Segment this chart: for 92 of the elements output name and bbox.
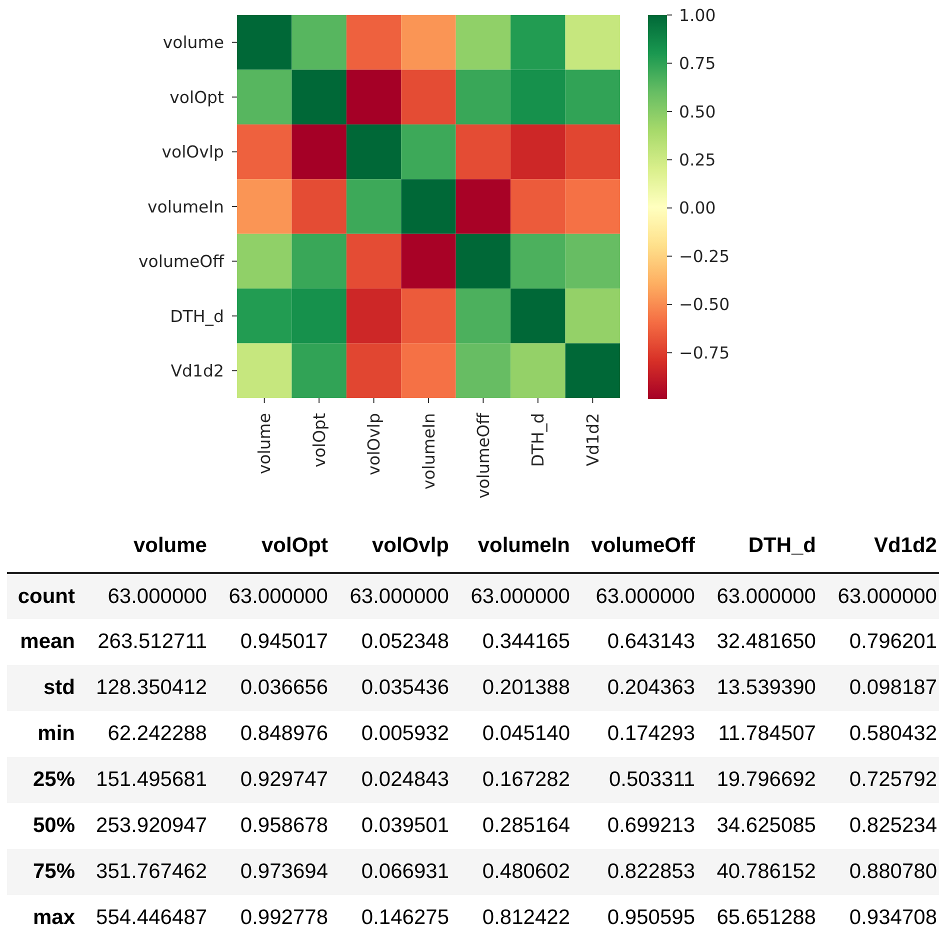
text: 0.039501 <box>361 814 449 837</box>
category-label: min <box>38 722 75 745</box>
text: 19.796692 <box>716 768 816 791</box>
text: 151.495681 <box>96 768 207 791</box>
text: 0.958678 <box>240 814 328 837</box>
category-label: volumeOff <box>572 520 697 573</box>
category-label: max <box>32 906 75 929</box>
y-tick-label: volumeIn <box>148 197 224 216</box>
y-tick-label: Vd1d2 <box>170 362 224 380</box>
text: 0.880780 <box>849 860 937 883</box>
color-bar-label: −0.50 <box>679 295 730 314</box>
text: 253.920947 <box>96 814 207 837</box>
y-tick-label: volume <box>162 33 224 52</box>
text: 63.000000 <box>108 584 207 608</box>
y-tick-label: volOpt <box>170 88 225 107</box>
text: 40.786152 <box>716 860 816 883</box>
text: 0.201388 <box>482 676 570 699</box>
x-tick-label: volOpt <box>310 412 329 468</box>
text: 128.350412 <box>96 676 207 699</box>
text: 0.580432 <box>849 722 937 745</box>
text: 263.512711 <box>98 630 207 653</box>
text: 0.796201 <box>849 630 937 653</box>
text: 0.725792 <box>849 768 937 791</box>
text: 63.000000 <box>596 584 695 608</box>
x-tick-label: DTH_d <box>528 413 548 467</box>
x-tick-label: volOvlp <box>364 413 384 476</box>
text: 0.174293 <box>607 722 695 745</box>
category-label: volOvlp <box>330 520 451 573</box>
text: 0.503311 <box>608 768 695 791</box>
category-label: volumeIn <box>451 520 572 573</box>
text: 0.822853 <box>607 860 695 883</box>
text: 11.784507 <box>718 722 816 745</box>
text: 0.934708 <box>849 906 937 929</box>
text: 0.848976 <box>240 722 328 745</box>
color-bar-label: 0.25 <box>679 150 716 170</box>
y-tick-label: volumeOff <box>138 252 225 272</box>
category-label: DTH_d <box>697 520 818 573</box>
text: 34.625085 <box>716 814 816 837</box>
text: 0.643143 <box>607 630 695 653</box>
category-label: Vd1d2 <box>818 520 939 573</box>
text: 0.204363 <box>607 676 695 699</box>
y-tick-label: volOvlp <box>162 142 224 162</box>
color-bar-label: 0.50 <box>679 102 716 122</box>
text: 0.945017 <box>240 630 328 653</box>
text: 0.950595 <box>607 906 695 929</box>
text: 0.699213 <box>607 814 695 837</box>
text: 62.242288 <box>108 722 207 745</box>
text: 0.052348 <box>361 630 449 653</box>
text: 63.000000 <box>838 584 937 608</box>
text: 65.651288 <box>716 906 816 929</box>
text: 0.036656 <box>240 676 328 699</box>
text: 63.000000 <box>716 584 816 608</box>
color-bar-label: −0.75 <box>679 343 730 362</box>
x-tick-label: volumeIn <box>419 413 438 490</box>
category-label: volOpt <box>209 520 330 573</box>
text: 0.098187 <box>849 676 937 699</box>
text: 0.066931 <box>361 860 449 883</box>
text: 63.000000 <box>350 584 449 608</box>
text: 0.146275 <box>361 906 449 929</box>
text: 0.005932 <box>361 722 449 745</box>
x-tick-label: volumeOff <box>474 412 493 498</box>
text: 0.024843 <box>361 768 449 791</box>
text: 13.539390 <box>716 676 816 699</box>
text: 0.045140 <box>482 722 570 745</box>
text: 32.481650 <box>716 630 816 653</box>
category-label: 25% <box>32 768 75 791</box>
color-bar-label: 0.75 <box>679 54 716 74</box>
text: 351.767462 <box>96 860 207 883</box>
color-bar-label: −0.25 <box>679 246 730 266</box>
category-label: mean <box>20 630 75 653</box>
text: 0.285164 <box>482 814 570 837</box>
color-bar-label: 0.00 <box>679 198 716 218</box>
text: 554.446487 <box>96 906 207 929</box>
text: 0.035436 <box>361 676 449 699</box>
x-tick-label: volume <box>255 413 274 474</box>
category-label: std <box>44 676 75 699</box>
color-bar-label: 1.00 <box>679 6 716 25</box>
y-tick-label: DTH_d <box>170 306 224 326</box>
text: 63.000000 <box>228 584 328 608</box>
text: 0.929747 <box>240 768 328 791</box>
text: 0.480602 <box>482 860 570 883</box>
text: 0.825234 <box>849 814 937 837</box>
category-label: 75% <box>32 860 75 883</box>
text: 0.812422 <box>482 906 570 929</box>
category-label: count <box>18 584 75 608</box>
text: 0.344165 <box>482 630 570 653</box>
text: 0.992778 <box>240 906 328 929</box>
text: 63.000000 <box>470 584 570 608</box>
text: 0.167282 <box>482 768 570 791</box>
category-label: 50% <box>32 814 75 837</box>
x-tick-label: Vd1d2 <box>583 413 602 466</box>
text: 0.973694 <box>240 860 328 883</box>
